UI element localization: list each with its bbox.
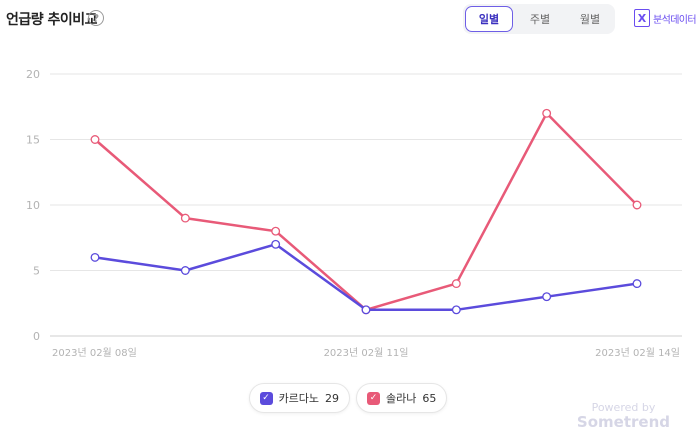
data-point xyxy=(542,108,552,118)
chart-title: 언급량 추이비교 xyxy=(6,12,98,28)
legend-series-count: 65 xyxy=(422,391,437,405)
y-axis: 0 5 10 15 20 xyxy=(26,68,40,343)
data-point xyxy=(632,200,642,210)
x-tick-label: 2023년 02월 14일 xyxy=(595,347,680,359)
x-document-icon: X xyxy=(634,9,650,27)
checkbox-checked-icon[interactable]: ✓ xyxy=(259,391,273,405)
legend-item-solana[interactable]: ✓ 솔라나 65 xyxy=(356,383,448,413)
x-axis: 2023년 02월 08일 2023년 02월 11일 2023년 02월 14일 xyxy=(52,347,680,359)
data-point xyxy=(451,279,461,289)
legend-item-cardano[interactable]: ✓ 카르다노 29 xyxy=(248,383,351,413)
data-point xyxy=(90,135,100,144)
data-point xyxy=(180,266,190,275)
tab-daily[interactable]: 일별 xyxy=(465,6,513,32)
powered-by-logo: Powered by Sometrend xyxy=(577,401,670,431)
sometrend-logo-text: Sometrend xyxy=(576,413,670,431)
y-tick-label: 10 xyxy=(26,199,40,212)
data-point xyxy=(542,292,552,302)
data-point xyxy=(451,305,461,315)
data-point xyxy=(361,305,371,315)
question-circle-icon[interactable]: ? xyxy=(88,10,104,26)
analysis-data-label: 분석데이터 xyxy=(653,14,697,26)
series-line xyxy=(94,112,638,312)
data-point xyxy=(271,239,281,249)
x-tick-label: 2023년 02월 08일 xyxy=(52,347,137,359)
data-point xyxy=(271,226,281,236)
data-point xyxy=(632,279,642,289)
series-line xyxy=(94,243,638,312)
legend-series-name: 카르다노 xyxy=(278,392,320,405)
tab-monthly[interactable]: 월별 xyxy=(579,13,601,26)
analysis-data-button[interactable]: X 분석데이터 xyxy=(634,9,697,27)
data-point xyxy=(180,213,190,223)
period-toggle: 일별 주별 월별 xyxy=(463,4,615,34)
tab-weekly[interactable]: 주별 xyxy=(529,13,551,26)
y-tick-label: 20 xyxy=(26,68,40,81)
grid xyxy=(50,73,682,337)
series xyxy=(90,108,642,315)
y-tick-label: 15 xyxy=(26,134,40,147)
powered-by-text: Powered by xyxy=(591,401,656,414)
data-point xyxy=(90,252,100,262)
x-tick-label: 2023년 02월 11일 xyxy=(324,347,409,359)
y-tick-label: 0 xyxy=(33,330,40,343)
checkbox-checked-icon[interactable]: ✓ xyxy=(367,391,381,405)
legend: ✓ 카르다노 29 ✓ 솔라나 65 xyxy=(0,383,700,413)
y-tick-label: 5 xyxy=(33,265,40,278)
legend-series-count: 29 xyxy=(325,391,340,405)
legend-series-name: 솔라나 xyxy=(386,392,417,405)
